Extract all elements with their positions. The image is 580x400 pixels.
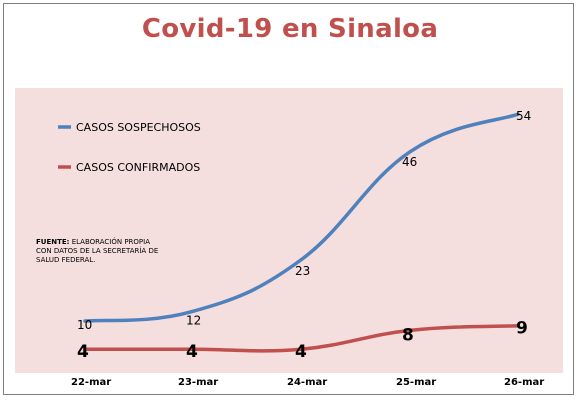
data-label: 8 (402, 325, 414, 345)
x-tick-label: 24-mar (287, 377, 327, 388)
data-label: 46 (402, 155, 417, 169)
data-label: 4 (186, 342, 198, 362)
data-label: 9 (516, 319, 528, 339)
x-tick-label: 25-mar (396, 377, 436, 388)
x-axis-ticks: 22-mar 23-mar 24-mar 25-mar 26-mar (71, 377, 544, 388)
data-label: 12 (186, 314, 201, 328)
data-label: 4 (295, 342, 307, 362)
legend-entry: CASOS CONFIRMADOS (76, 161, 200, 174)
data-label: 4 (77, 342, 89, 362)
data-label: 10 (77, 318, 92, 332)
legend-entry: CASOS SOSPECHOSOS (76, 121, 201, 134)
x-tick-label: 23-mar (178, 377, 218, 388)
data-label: 54 (516, 109, 531, 123)
x-tick-label: 26-mar (504, 377, 544, 388)
source-note: FUENTE: ELABORACIÓN PROPIA CON DATOS DE … (36, 238, 166, 265)
source-note-label: FUENTE: (36, 238, 69, 246)
data-label: 23 (295, 264, 310, 278)
x-tick-label: 22-mar (71, 377, 111, 388)
